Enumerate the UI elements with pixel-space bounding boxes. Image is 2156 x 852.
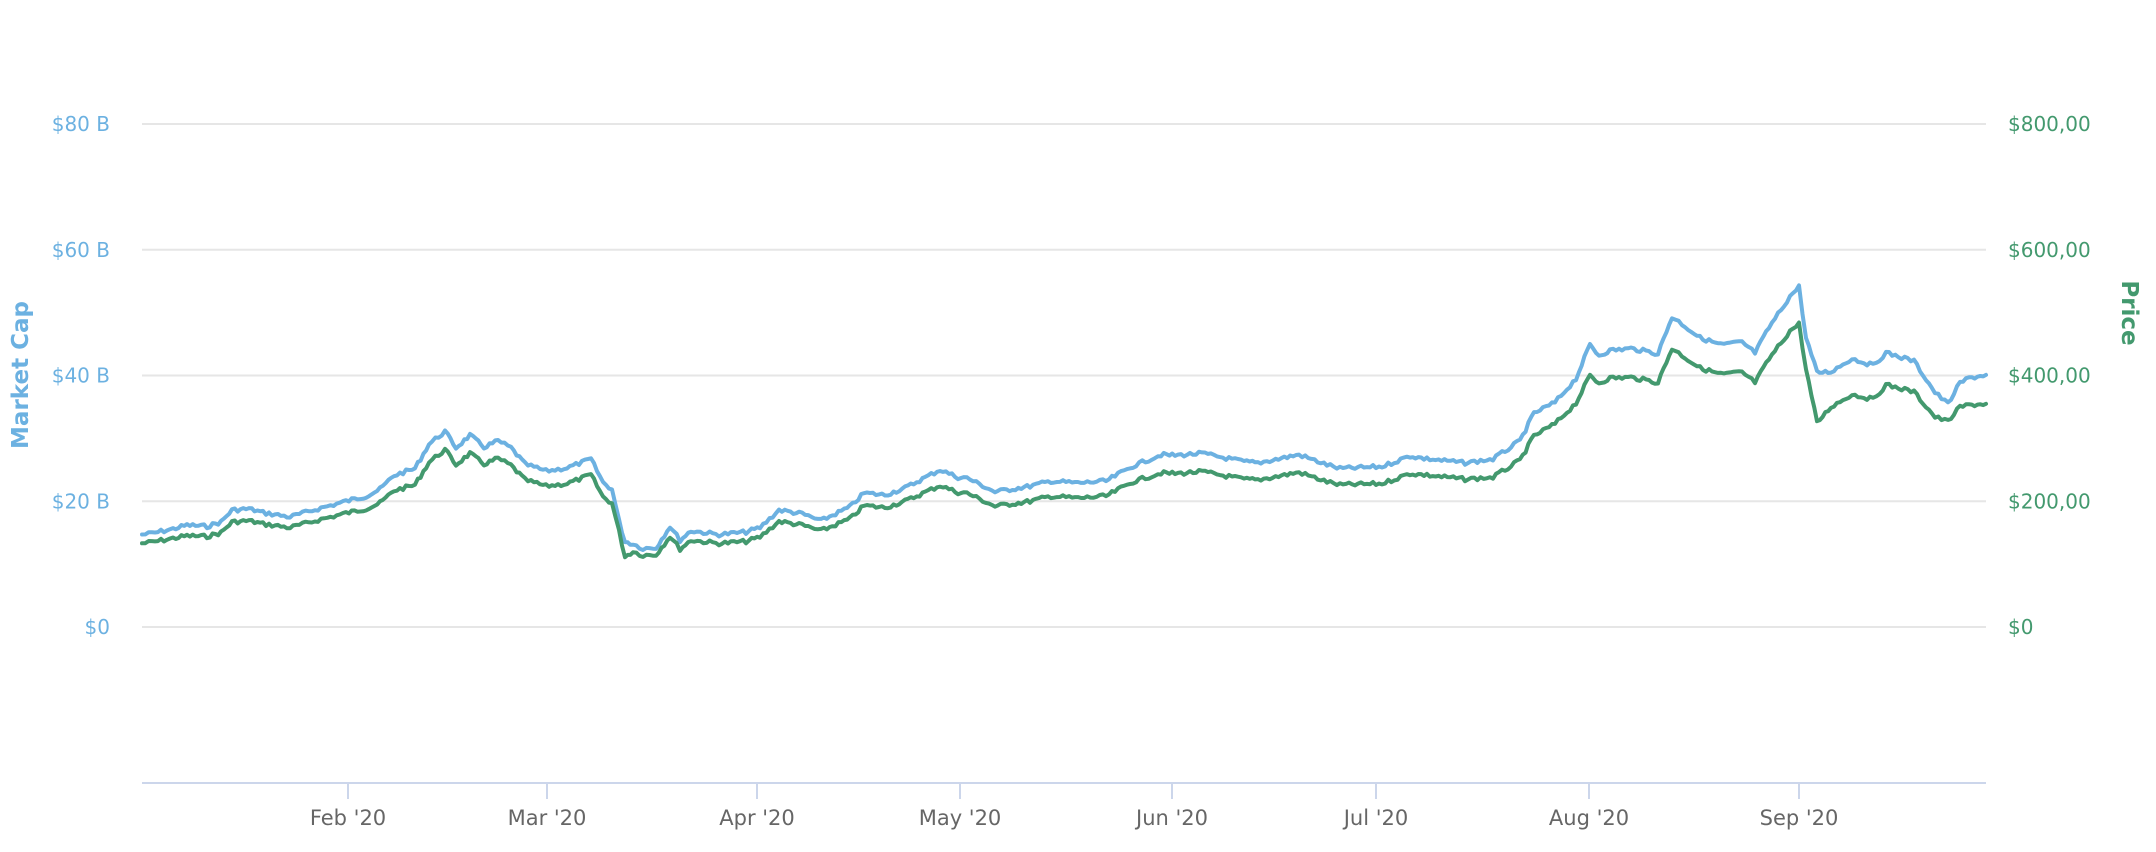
x-tick-label: Jun '20 <box>1134 806 1208 830</box>
x-tick-label: Apr '20 <box>719 806 795 830</box>
x-tick-label: Aug '20 <box>1549 806 1629 830</box>
left-y-tick-label: $40 B <box>52 364 110 388</box>
x-tick-label: Feb '20 <box>310 806 386 830</box>
right-y-axis-labels: $0 $200,00 $400,00 $600,00 $800,00 <box>2008 112 2091 639</box>
x-tick-label: May '20 <box>919 806 1002 830</box>
right-y-tick-label: $800,00 <box>2008 112 2091 136</box>
left-y-tick-label: $20 B <box>52 489 110 513</box>
left-y-axis-labels: $0 $20 B $40 B $60 B $80 B <box>52 112 110 639</box>
series-layer <box>140 283 1988 560</box>
right-y-axis-title: Price <box>2116 280 2142 345</box>
x-tick-label: Jul '20 <box>1342 806 1409 830</box>
left-y-axis-title: Market Cap <box>8 301 34 449</box>
right-y-tick-label: $200,00 <box>2008 489 2091 513</box>
x-axis-ticks: Feb '20 Mar '20 Apr '20 May '20 Jun '20 Jul '… <box>310 783 1839 830</box>
market-cap-line[interactable] <box>140 283 1988 552</box>
x-tick-label: Mar '20 <box>508 806 587 830</box>
left-y-tick-label: $0 <box>85 615 110 639</box>
left-y-tick-label: $60 B <box>52 238 110 262</box>
right-y-tick-label: $400,00 <box>2008 364 2091 388</box>
x-tick-label: Sep '20 <box>1760 806 1839 830</box>
right-y-tick-label: $600,00 <box>2008 238 2091 262</box>
left-y-tick-label: $80 B <box>52 112 110 136</box>
gridlines <box>142 123 1986 628</box>
price-line[interactable] <box>140 320 1988 560</box>
right-y-tick-label: $0 <box>2008 615 2033 639</box>
